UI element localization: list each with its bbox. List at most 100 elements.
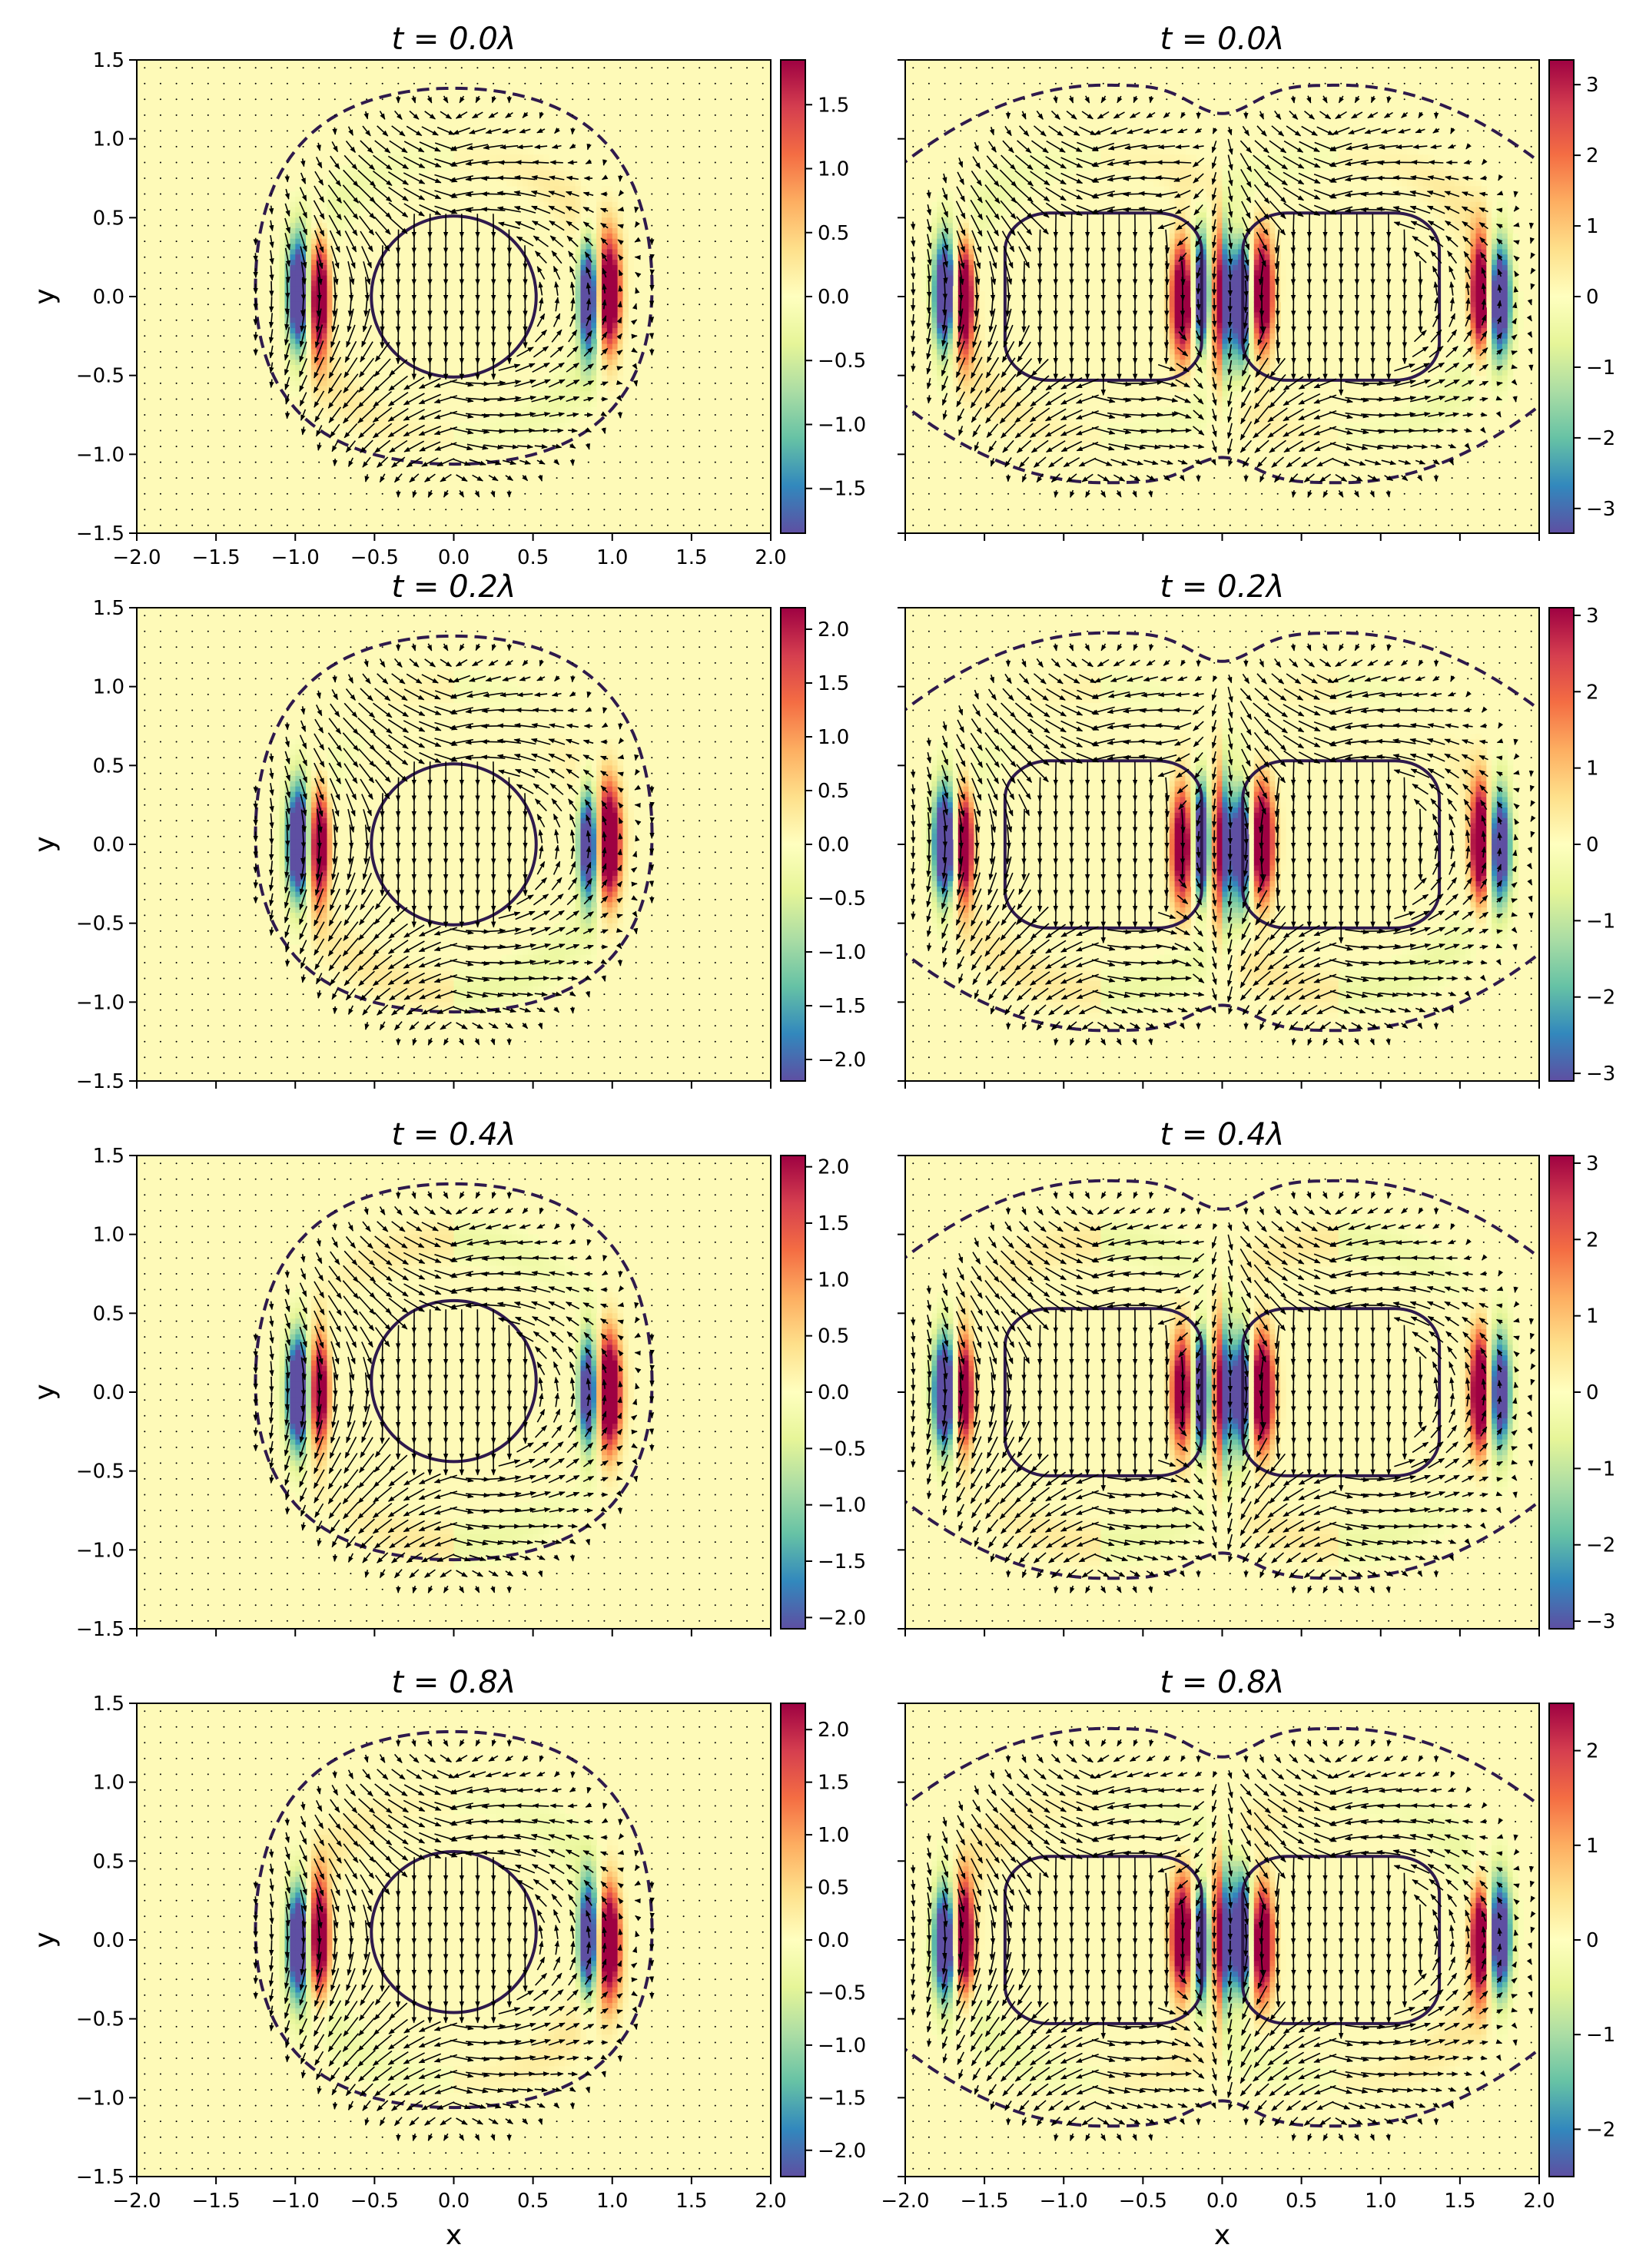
quiver-dot [254,67,257,69]
vorticity-cell [1185,280,1191,287]
vorticity-cell [596,312,602,318]
vorticity-cell [1169,328,1176,334]
vorticity-cell [306,297,312,303]
vorticity-cell [937,307,943,313]
vorticity-cell [448,433,455,439]
vorticity-cell [337,223,343,229]
vorticity-cell [358,181,365,187]
vorticity-cell [937,291,943,297]
vorticity-cell [422,164,428,171]
quiver-dot [207,492,209,495]
vorticity-cell [596,212,602,218]
vorticity-cell [1206,286,1213,292]
quiver-dot [714,461,716,463]
vorticity-cell [310,338,317,345]
vorticity-cell [295,328,301,334]
quiver-dot [207,366,209,369]
vorticity-cell [448,164,455,171]
vorticity-cell [937,254,943,260]
vorticity-cell [321,307,328,313]
vorticity-cell [353,380,360,386]
vorticity-cell [963,406,970,413]
vorticity-cell [543,164,549,171]
quiver-dot [699,145,701,148]
vorticity-cell [1233,301,1239,308]
vorticity-cell [559,406,566,413]
quiver-dot [556,98,558,101]
vorticity-cell [1037,170,1044,177]
vorticity-cell [947,317,954,323]
vorticity-cell [1169,338,1176,345]
vorticity-cell [363,386,370,392]
vorticity-cell [310,270,317,277]
vorticity-cell [290,228,296,234]
vorticity-cell [1233,254,1239,260]
vorticity-cell [606,297,613,303]
vorticity-cell [1233,297,1239,303]
vorticity-cell [310,286,317,292]
quiver-dot [682,414,685,416]
quiver-dot [714,256,716,258]
vorticity-cell [612,349,619,355]
quiver-arrow [618,174,623,182]
vorticity-cell [411,438,417,445]
vorticity-cell [1269,349,1276,355]
vorticity-cell [994,207,1001,213]
quiver-dot [587,524,589,526]
vorticity-cell [1084,164,1091,171]
vorticity-cell [1174,354,1181,360]
quiver-dot [714,509,716,511]
quiver-dot [254,398,257,400]
vorticity-cell [1185,333,1191,340]
vorticity-cell [1159,417,1165,423]
vorticity-cell [1159,423,1165,429]
vorticity-cell [1264,333,1270,340]
vorticity-cell [1269,317,1276,323]
vorticity-cell [947,349,954,355]
vorticity-cell [602,275,608,281]
vorticity-cell [1253,175,1260,181]
vorticity-cell [1163,406,1170,413]
vorticity-cell [543,170,549,177]
quiver-dot [714,335,716,337]
vorticity-cell [1121,433,1128,439]
vorticity-cell [575,270,582,277]
quiver-dot [730,429,732,432]
vorticity-cell [979,333,985,340]
vorticity-cell [580,391,586,397]
vorticity-cell [1328,164,1334,171]
quiver-dot [159,335,161,337]
vorticity-cell [1180,406,1186,413]
vorticity-cell [1248,254,1255,260]
vorticity-cell [527,154,534,161]
vorticity-cell [1021,423,1027,429]
quiver-dot [699,256,701,258]
vorticity-cell [1180,354,1186,360]
vorticity-cell [979,301,985,308]
vorticity-cell [1190,264,1196,271]
quiver-arrow [332,458,338,466]
vorticity-cell [1248,428,1255,434]
quiver-dot [223,67,225,69]
vorticity-cell [968,301,974,308]
vorticity-cell [554,181,560,187]
quiver-arrow [253,253,258,262]
quiver-dot [762,429,764,432]
vorticity-cell [1275,149,1281,155]
vorticity-cell [1027,401,1033,408]
vorticity-cell [459,433,465,439]
vorticity-cell [1005,417,1012,423]
quiver-dot [746,177,748,179]
quiver-dot [762,303,764,306]
vorticity-cell [617,370,624,376]
quiver-dot [524,98,526,101]
vorticity-cell [596,280,602,287]
vorticity-cell [963,223,970,229]
vorticity-cell [496,417,502,423]
vorticity-cell [1021,186,1027,192]
vorticity-cell [931,297,937,303]
vorticity-cell [1185,323,1191,329]
vorticity-cell [606,328,613,334]
vorticity-cell [580,406,586,413]
vorticity-cell [295,233,301,240]
